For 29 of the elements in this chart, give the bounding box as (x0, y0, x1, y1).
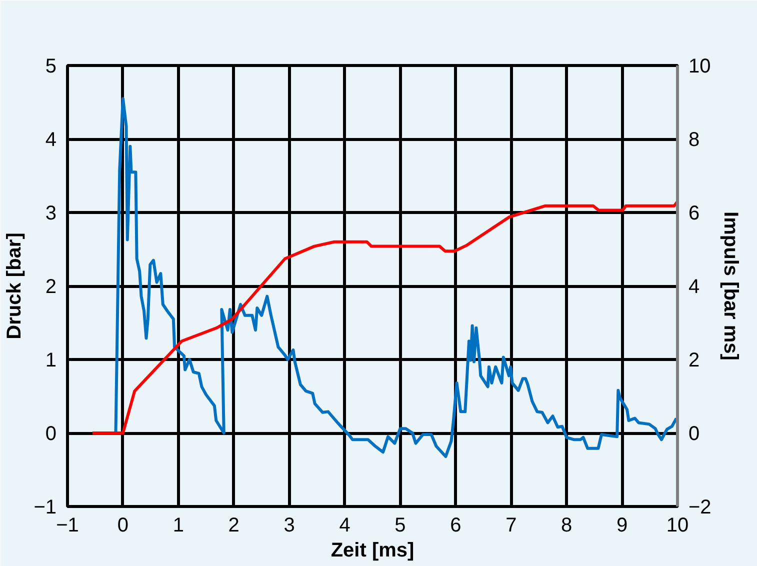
y2-tick-label: 8 (688, 129, 700, 151)
x-tick-label: 9 (616, 514, 628, 536)
y-tick-label: 1 (45, 350, 56, 372)
y-tick-label: 0 (45, 423, 56, 445)
x-tick-label: 3 (284, 514, 295, 536)
x-tick-label: 8 (561, 514, 572, 536)
y2-tick-label: 0 (688, 423, 700, 445)
y-tick-label: 4 (45, 129, 56, 151)
y-tick-label: 5 (45, 56, 56, 78)
y2-tick-label: −2 (688, 496, 712, 518)
x-tick-label: 2 (228, 514, 240, 536)
y2-tick-label: 4 (688, 276, 700, 298)
x-tick-label: 7 (506, 514, 517, 536)
y2-axis-title: Impuls [bar ms] (719, 212, 742, 360)
y-axis-title: Druck [bar] (4, 232, 26, 340)
y2-tick-label: 10 (688, 56, 711, 78)
x-tick-label: 10 (666, 514, 689, 536)
y-tick-label: 2 (45, 276, 56, 298)
y2-tick-label: 6 (688, 202, 700, 224)
y2-tick-label: 2 (688, 350, 700, 372)
y-tick-label: 3 (45, 202, 56, 224)
y-tick-label: −1 (34, 496, 57, 518)
x-tick-label: 5 (394, 514, 406, 536)
x-tick-label: 1 (172, 514, 184, 536)
x-tick-label: 0 (117, 514, 129, 536)
x-tick-label: 4 (339, 514, 350, 536)
x-tick-label: 6 (450, 514, 462, 536)
line-series (90, 200, 678, 434)
x-axis-title: Zeit [ms] (330, 540, 414, 562)
